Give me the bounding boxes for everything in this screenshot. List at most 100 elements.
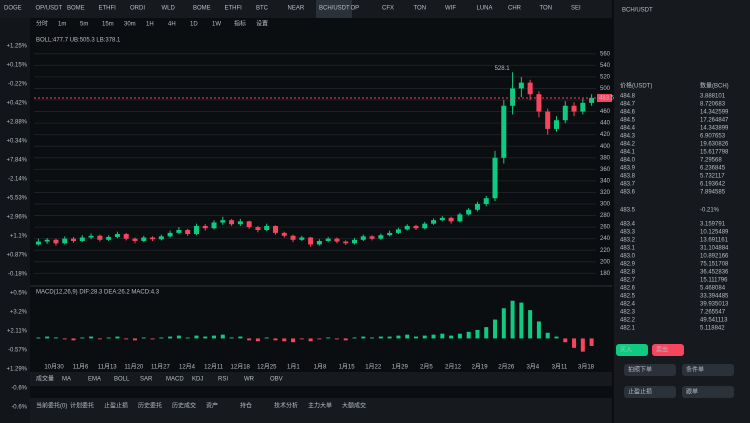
- side-button[interactable]: [616, 344, 648, 356]
- toolbar-item[interactable]: 1W: [212, 22, 221, 28]
- candle-body: [255, 227, 261, 230]
- ticker[interactable]: NEAR: [288, 6, 305, 12]
- toolbar-item[interactable]: 30m: [124, 22, 136, 28]
- ticker[interactable]: BOME: [193, 6, 211, 12]
- ticker[interactable]: LUNA: [477, 6, 493, 12]
- bid-price: 482.2: [620, 318, 636, 324]
- ticker[interactable]: OP/USDT: [36, 6, 63, 12]
- side-button[interactable]: [682, 386, 734, 398]
- toolbar-item[interactable]: 1m: [58, 22, 66, 28]
- tab[interactable]: 技术分析: [274, 402, 298, 410]
- candle-body: [492, 157, 498, 199]
- ask-price: 484.4: [620, 126, 636, 132]
- tab[interactable]: 大额成交: [342, 402, 366, 410]
- macd-bar: [352, 337, 357, 339]
- watch-change: +0.5%: [10, 291, 28, 297]
- side-button-label[interactable]: 止盈止损: [628, 388, 652, 396]
- candle-body: [422, 223, 428, 229]
- ticker[interactable]: ORDI: [130, 6, 145, 12]
- tab[interactable]: 计划委托: [70, 402, 94, 410]
- tab[interactable]: 历史委托: [138, 402, 162, 410]
- toolbar-item[interactable]: 1H: [146, 22, 154, 28]
- ask-amount: 3.888101: [700, 94, 726, 100]
- candle-body: [211, 222, 217, 229]
- candle-body: [316, 240, 322, 245]
- toolbar-item[interactable]: 指标: [234, 20, 246, 28]
- candle-body: [97, 235, 103, 240]
- candle-body: [281, 232, 287, 236]
- candle-body: [237, 221, 243, 225]
- chart-info: BOLL:477.7 UB:505.3 LB:378.1: [36, 38, 121, 44]
- ticker[interactable]: WIF: [445, 6, 456, 12]
- toolbar-item[interactable]: 5m: [80, 22, 88, 28]
- toolbar-item[interactable]: 4H: [168, 22, 176, 28]
- indicator[interactable]: BOLL: [114, 377, 130, 383]
- ticker[interactable]: TON: [414, 6, 427, 12]
- indicator[interactable]: WR: [244, 377, 255, 383]
- macd-bar: [273, 338, 278, 341]
- y-tick-label: 460: [600, 109, 611, 115]
- ticker[interactable]: CFX: [382, 6, 394, 12]
- macd-bar: [299, 338, 304, 340]
- side-button[interactable]: [652, 344, 684, 356]
- ticker[interactable]: ETHFI: [99, 6, 117, 12]
- ticker[interactable]: CHR: [508, 6, 522, 12]
- indicator[interactable]: MA: [62, 377, 71, 383]
- y-tick-label: 420: [600, 132, 611, 138]
- bid-amount: 13.691161: [700, 238, 729, 244]
- bid-amount: 3.159791: [700, 222, 726, 228]
- ticker[interactable]: TON: [540, 6, 553, 12]
- macd-bar: [396, 335, 401, 339]
- ticker[interactable]: BTC: [256, 6, 269, 12]
- ticker[interactable]: SEI: [571, 6, 581, 12]
- x-tick-label: 1月15: [339, 364, 356, 371]
- ask-price: 483.6: [620, 190, 636, 196]
- side-button-label[interactable]: 拍照下单: [628, 366, 652, 374]
- indicator[interactable]: SAR: [140, 377, 153, 383]
- ticker[interactable]: WLD: [162, 6, 176, 12]
- ticker[interactable]: ETHFI: [225, 6, 243, 12]
- indicator[interactable]: EMA: [88, 377, 101, 383]
- side-button[interactable]: [624, 386, 676, 398]
- ticker[interactable]: OP: [351, 6, 360, 12]
- indicator[interactable]: KDJ: [192, 377, 203, 383]
- tab[interactable]: 持仓: [240, 402, 252, 410]
- indicator[interactable]: OBV: [270, 377, 283, 383]
- toolbar-item[interactable]: 15m: [102, 22, 114, 28]
- tab[interactable]: 资产: [206, 402, 218, 410]
- tab[interactable]: 主力大单: [308, 402, 332, 410]
- macd-bar: [378, 336, 383, 339]
- macd-bar: [106, 337, 111, 339]
- ticker[interactable]: BOME: [67, 6, 85, 12]
- side-button[interactable]: [682, 364, 734, 376]
- candle-body: [369, 236, 375, 239]
- x-tick-label: 2月12: [445, 364, 462, 371]
- side-button-label[interactable]: 条件单: [686, 366, 704, 374]
- bid-price: 482.1: [620, 326, 636, 332]
- y-tick-label: 220: [600, 248, 611, 254]
- indicator[interactable]: 成交量: [36, 375, 54, 383]
- side-button[interactable]: [624, 364, 676, 376]
- macd-bar: [220, 334, 225, 339]
- candle-body: [246, 221, 252, 228]
- side-button-label[interactable]: 跟单: [686, 388, 698, 396]
- toolbar-item[interactable]: 设置: [256, 20, 268, 28]
- ticker[interactable]: BCH/USDT: [319, 6, 350, 12]
- side-button-label[interactable]: 买入: [620, 346, 632, 354]
- macd-bar: [45, 336, 50, 339]
- book-header: 价格(USDT): [620, 82, 652, 90]
- macd-bar: [238, 336, 243, 339]
- indicator[interactable]: MACD: [166, 377, 184, 383]
- tab[interactable]: 历史成交: [172, 402, 196, 410]
- tab[interactable]: 止盈止损: [104, 402, 128, 410]
- y-tick-label: 400: [600, 144, 611, 150]
- ask-amount: 8.720683: [700, 102, 726, 108]
- tab[interactable]: 当前委托(0): [36, 402, 67, 410]
- ticker[interactable]: DOGE: [4, 6, 22, 12]
- toolbar-item[interactable]: 1D: [190, 22, 198, 28]
- indicator[interactable]: RSI: [218, 377, 228, 383]
- side-button-label[interactable]: 卖出: [656, 346, 668, 354]
- toolbar-item[interactable]: 分时: [36, 20, 48, 28]
- macd-bar: [510, 300, 515, 339]
